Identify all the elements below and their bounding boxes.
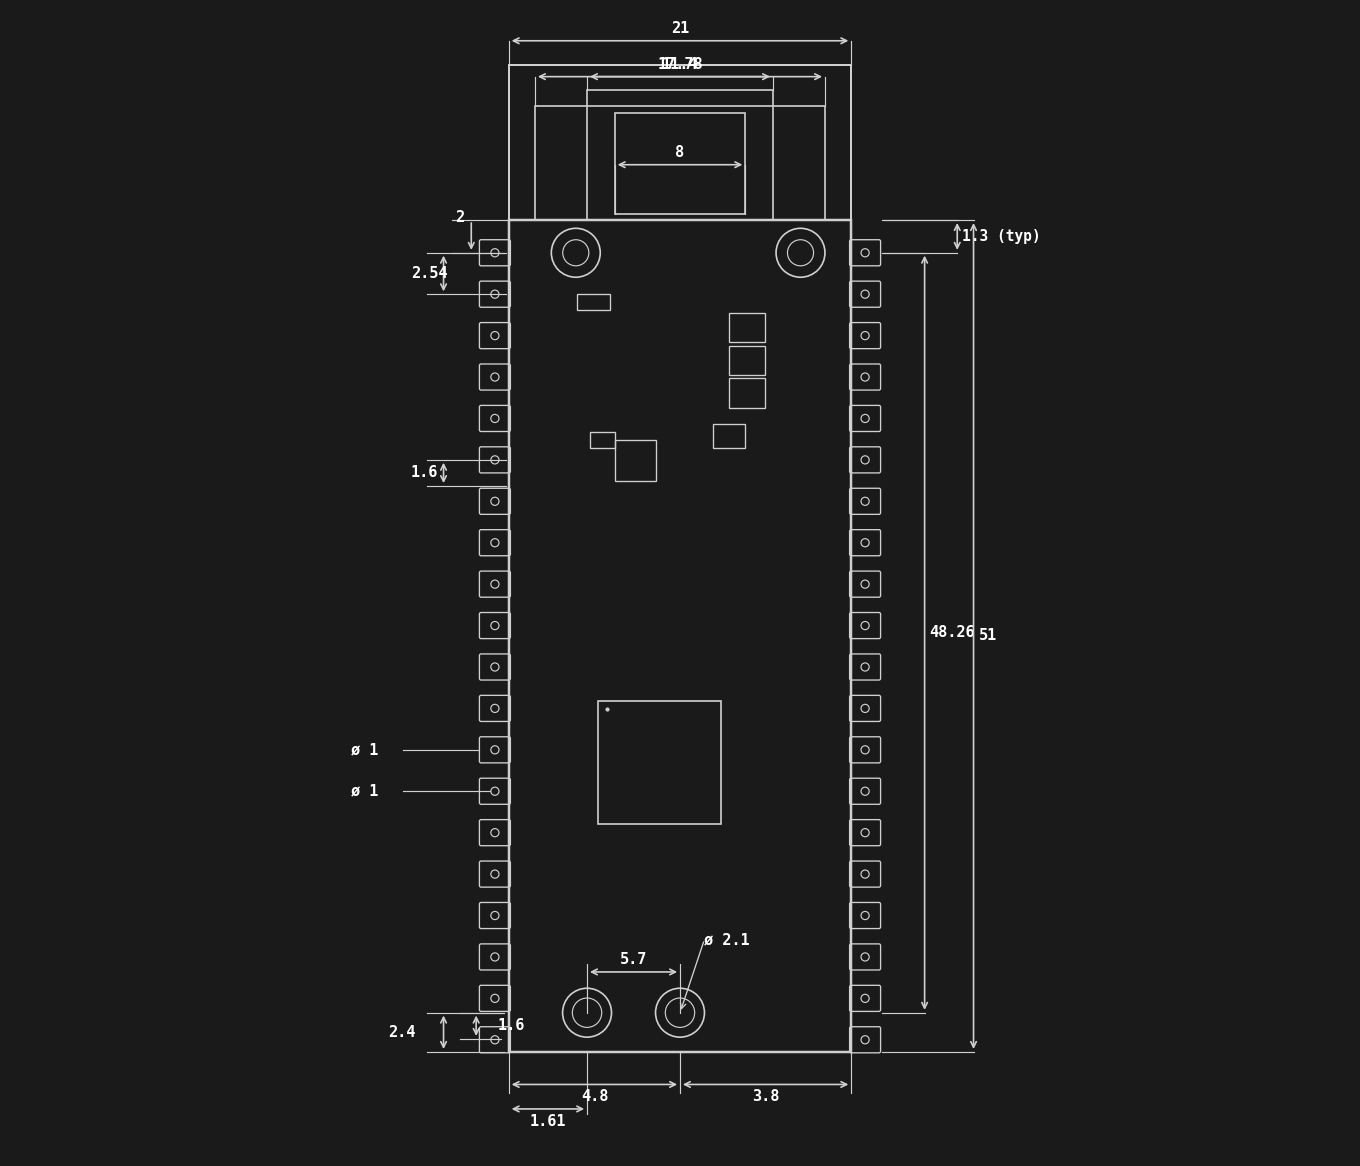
Text: 21: 21 <box>670 21 690 36</box>
Bar <box>713 424 745 449</box>
Bar <box>729 346 764 375</box>
Text: 1.3 (typ): 1.3 (typ) <box>962 229 1040 244</box>
Text: 3.8: 3.8 <box>752 1089 779 1104</box>
Text: 5.7: 5.7 <box>620 953 647 967</box>
Bar <box>534 106 826 220</box>
Text: 48.26: 48.26 <box>929 625 975 640</box>
Bar <box>598 701 721 823</box>
Text: 51: 51 <box>978 628 997 644</box>
Text: ø 1: ø 1 <box>351 743 378 758</box>
Text: 11.4: 11.4 <box>662 57 698 72</box>
Bar <box>509 65 851 220</box>
Text: 17.78: 17.78 <box>657 57 703 72</box>
Text: 8: 8 <box>676 145 684 160</box>
Text: 1.6: 1.6 <box>411 465 438 480</box>
Text: 2.54: 2.54 <box>411 266 447 281</box>
Bar <box>729 314 764 343</box>
Bar <box>509 220 851 1052</box>
Bar <box>588 90 772 220</box>
Text: ø 2.1: ø 2.1 <box>704 932 751 947</box>
Text: ø 1: ø 1 <box>351 784 378 799</box>
Bar <box>590 433 615 449</box>
Text: 2.4: 2.4 <box>389 1025 416 1040</box>
Bar <box>615 441 656 482</box>
Text: 2: 2 <box>456 210 464 225</box>
Text: 1.6: 1.6 <box>498 1018 525 1033</box>
Bar <box>615 113 745 213</box>
Text: 1.61: 1.61 <box>529 1114 566 1129</box>
Bar <box>577 294 609 310</box>
Text: 4.8: 4.8 <box>581 1089 608 1104</box>
Bar <box>729 378 764 408</box>
